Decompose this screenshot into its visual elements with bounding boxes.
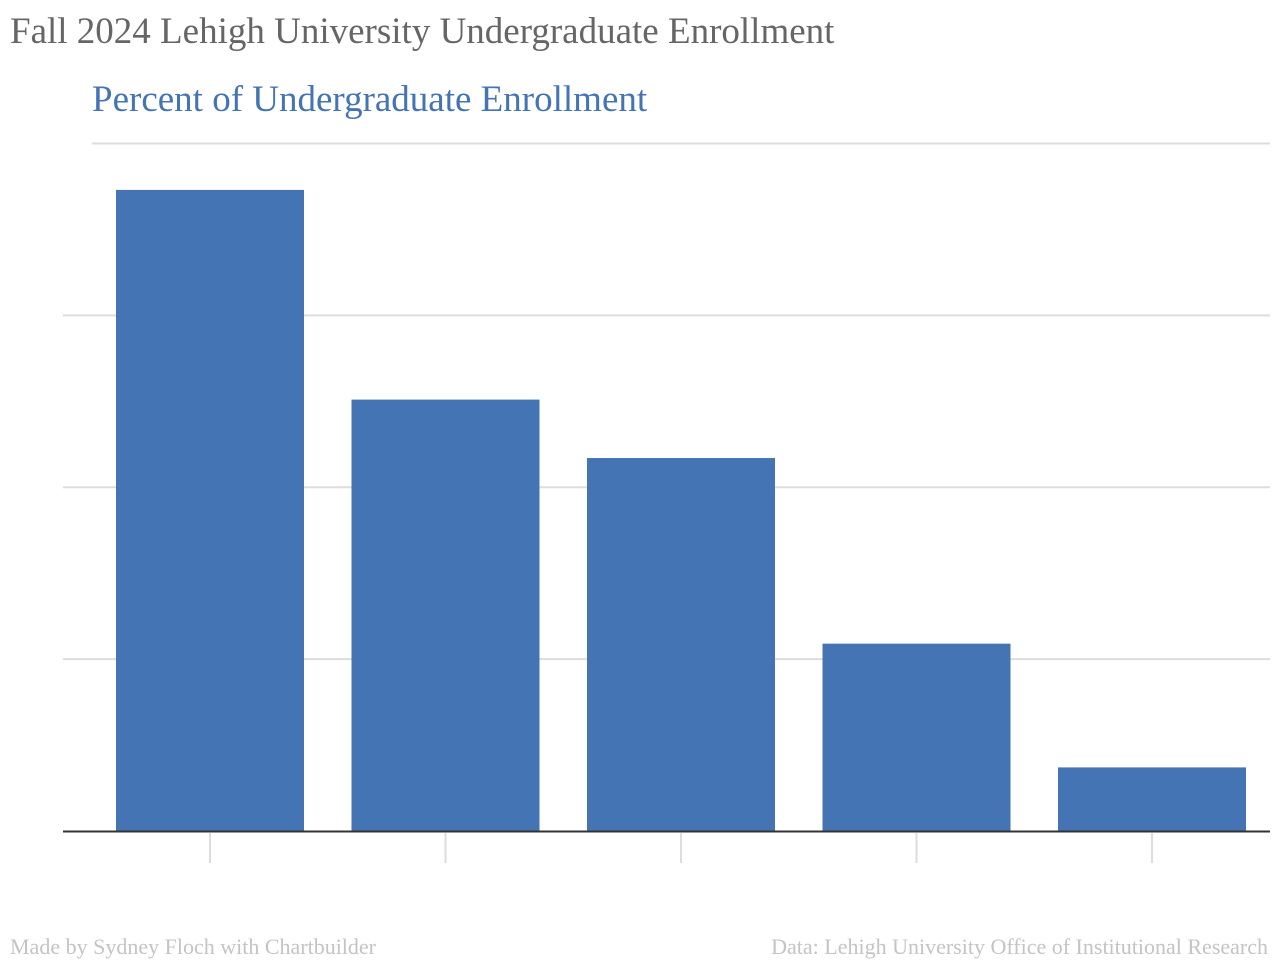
bar [822, 643, 1011, 831]
bar [587, 458, 775, 831]
chart-title: Fall 2024 Lehigh University Undergraduat… [10, 11, 835, 52]
bars [116, 189, 1246, 831]
bar [116, 189, 304, 831]
x-axis [63, 830, 1270, 863]
bar [1058, 767, 1246, 831]
source-text: Data: Lehigh University Office of Instit… [771, 934, 1268, 959]
credit-text: Made by Sydney Floch with Chartbuilder [10, 934, 377, 959]
chart-subtitle: Percent of Undergraduate Enrollment [92, 79, 648, 120]
bar [351, 399, 540, 831]
